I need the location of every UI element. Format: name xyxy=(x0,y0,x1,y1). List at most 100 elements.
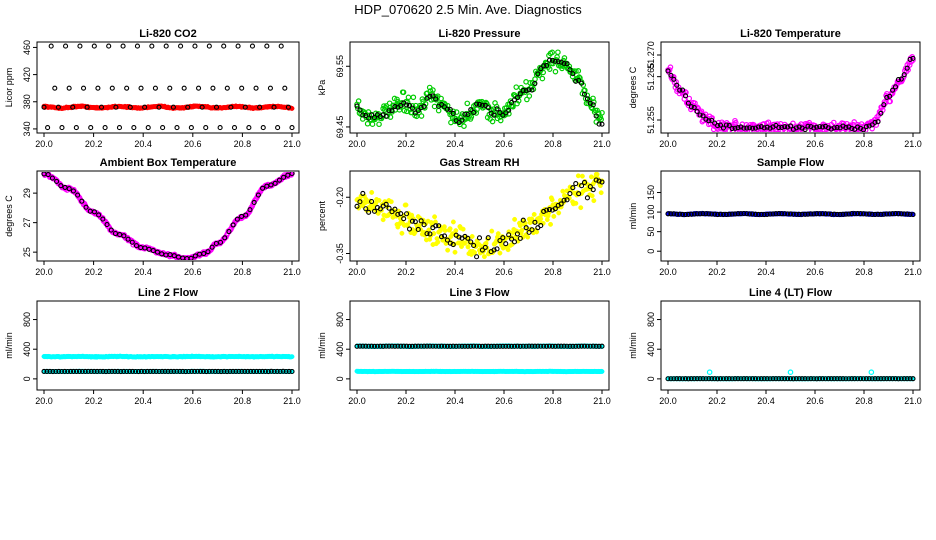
data-point-averages xyxy=(94,368,100,374)
data-point-spike xyxy=(706,369,713,376)
data-point-averages xyxy=(150,368,156,374)
data-point-averages xyxy=(758,124,764,130)
data-point-averages xyxy=(366,115,372,121)
x-tick-label: 20.2 xyxy=(397,267,415,277)
data-point-averages xyxy=(735,211,741,217)
data-point-averages xyxy=(892,211,899,217)
data-point-averages xyxy=(544,207,550,213)
data-point-averages xyxy=(200,368,206,374)
data-point-averages xyxy=(720,125,726,131)
data-point-averages xyxy=(360,343,366,349)
data-point-averages xyxy=(793,211,799,217)
data-point-averages xyxy=(100,216,106,222)
data-point-averages xyxy=(814,211,820,217)
data-point-averages xyxy=(491,247,497,253)
data-point-averages xyxy=(430,93,436,99)
data-point-averages xyxy=(898,76,904,82)
data-point-averages xyxy=(228,104,234,110)
y-axis-label: ml/min xyxy=(628,332,638,359)
data-point-averages xyxy=(134,43,140,49)
data-point-averages xyxy=(245,368,251,375)
data-point-averages xyxy=(715,123,721,129)
data-point-averages xyxy=(846,211,852,217)
y-tick-label: 50 xyxy=(646,227,656,237)
data-point-averages xyxy=(561,197,567,203)
data-point-averages xyxy=(685,376,691,382)
plot-frame xyxy=(36,170,300,262)
data-point-averages xyxy=(907,211,913,217)
data-point-averages xyxy=(275,125,281,131)
data-point-averages xyxy=(282,85,288,91)
x-tick-label: 20.4 xyxy=(446,139,464,149)
data-point-averages xyxy=(767,376,773,382)
data-point-averages xyxy=(48,43,54,49)
data-point-averages xyxy=(726,122,732,129)
plot-frame xyxy=(36,41,300,134)
y-tick-label: 0 xyxy=(646,249,656,254)
data-point-averages xyxy=(764,124,770,130)
data-point-averages xyxy=(682,93,689,99)
data-point-averages xyxy=(462,111,468,117)
data-point-averages xyxy=(369,112,375,118)
data-point-averages xyxy=(125,236,131,242)
data-point-averages xyxy=(50,368,56,375)
data-point-averages xyxy=(459,117,465,123)
data-point-averages xyxy=(782,376,788,382)
data-point-averages xyxy=(555,343,561,349)
data-point-averages xyxy=(691,104,697,111)
data-point-averages xyxy=(360,112,366,118)
data-point-hourly xyxy=(472,250,478,255)
data-point-averages xyxy=(260,185,266,191)
data-point-averages xyxy=(857,376,864,382)
data-point-averages xyxy=(694,376,700,382)
x-tick-label: 21.0 xyxy=(283,139,301,149)
data-point-averages xyxy=(383,343,389,349)
data-point-averages xyxy=(764,211,770,217)
data-point-averages xyxy=(70,104,76,110)
data-point-averages xyxy=(712,376,718,382)
data-point-hourly xyxy=(526,93,533,99)
data-point-averages xyxy=(881,376,887,382)
x-tick-label: 20.4 xyxy=(757,267,775,277)
data-point-averages xyxy=(895,211,901,217)
data-point-averages xyxy=(96,212,102,218)
data-point-hourly xyxy=(576,74,582,80)
data-point-averages xyxy=(277,368,283,375)
data-point-averages xyxy=(427,343,433,349)
data-point-averages xyxy=(703,376,709,382)
data-point-averages xyxy=(189,368,195,374)
data-point-averages xyxy=(875,119,881,125)
data-point-averages xyxy=(130,368,136,374)
data-point-averages xyxy=(738,376,744,382)
data-point-hourly xyxy=(520,234,526,240)
data-point-averages xyxy=(436,343,442,349)
data-point-hourly xyxy=(461,123,467,129)
data-point-averages xyxy=(541,63,547,69)
x-tick-label: 20.0 xyxy=(35,267,53,277)
data-point-averages xyxy=(85,368,91,374)
data-point-averages xyxy=(593,343,599,349)
data-point-averages xyxy=(251,368,257,375)
data-point-averages xyxy=(805,211,811,217)
x-tick-label: 20.2 xyxy=(397,139,415,149)
data-point-averages xyxy=(567,343,573,349)
data-point-averages xyxy=(863,376,869,382)
data-point-averages xyxy=(441,104,448,110)
data-point-averages xyxy=(849,211,855,217)
data-point-averages xyxy=(91,209,97,215)
data-point-averages xyxy=(552,206,558,212)
data-point-averages xyxy=(561,343,567,349)
data-point-averages xyxy=(206,368,212,374)
data-point-averages xyxy=(860,211,866,217)
data-point-averages xyxy=(767,211,773,217)
points-layer xyxy=(665,54,916,132)
y-tick-label: 150 xyxy=(646,185,656,200)
data-point-averages xyxy=(415,108,421,114)
data-point-averages xyxy=(154,249,161,255)
data-point-hourly xyxy=(525,234,531,240)
data-point-averages xyxy=(587,184,593,190)
data-point-averages xyxy=(133,243,140,249)
data-point-averages xyxy=(150,248,156,254)
data-point-averages xyxy=(532,219,538,225)
data-point-averages xyxy=(63,43,69,49)
